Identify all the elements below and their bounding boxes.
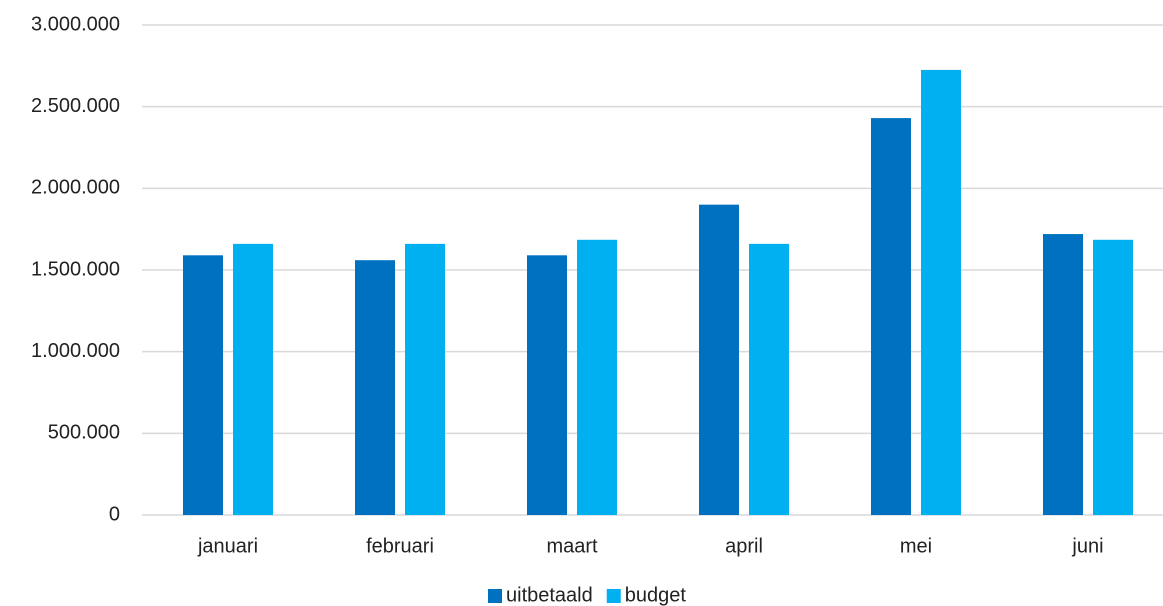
bar <box>527 255 567 516</box>
bar <box>183 255 223 516</box>
y-tick-label: 2.500.000 <box>31 95 120 117</box>
bar <box>699 204 739 515</box>
x-tick-label: januari <box>197 535 258 557</box>
y-tick-label: 0 <box>109 503 120 525</box>
legend-swatch <box>606 589 621 603</box>
legend-swatch <box>488 589 502 603</box>
bar <box>577 239 617 516</box>
bar <box>1043 234 1083 516</box>
bar <box>749 243 789 515</box>
bar <box>1093 239 1133 516</box>
y-tick-label: 2.000.000 <box>31 177 120 199</box>
x-tick-label: februari <box>366 535 434 557</box>
y-tick-label: 1.000.000 <box>31 340 120 362</box>
x-tick-label: mei <box>900 535 932 557</box>
y-tick-label: 3.000.000 <box>31 13 120 35</box>
bar <box>871 118 911 515</box>
bar <box>233 243 273 515</box>
x-tick-label: maart <box>546 535 598 557</box>
y-tick-label: 500.000 <box>48 422 120 444</box>
legend-label: budget <box>625 584 687 606</box>
x-tick-label: juni <box>1071 535 1103 557</box>
bar <box>405 243 445 515</box>
y-tick-label: 1.500.000 <box>31 258 120 280</box>
legend-label: uitbetaald <box>506 584 593 606</box>
x-tick-label: april <box>725 535 763 557</box>
bar <box>921 69 961 516</box>
bar <box>355 260 395 515</box>
